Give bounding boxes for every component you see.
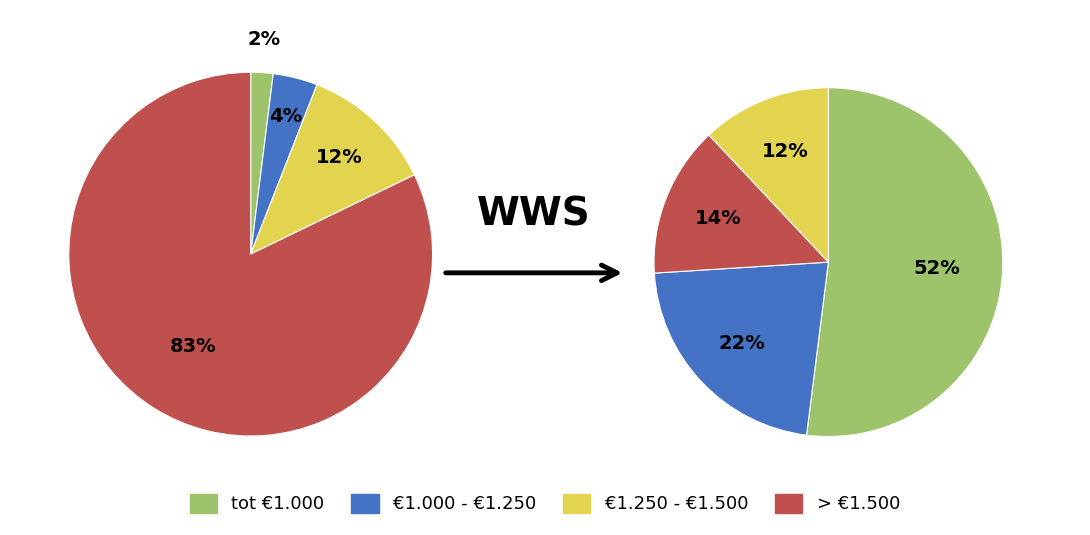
Wedge shape bbox=[251, 74, 317, 254]
Wedge shape bbox=[69, 72, 433, 436]
Wedge shape bbox=[251, 72, 274, 254]
Wedge shape bbox=[654, 135, 828, 273]
Text: 83%: 83% bbox=[169, 337, 216, 356]
Legend: tot €1.000, €1.000 - €1.250, €1.250 - €1.500, > €1.500: tot €1.000, €1.000 - €1.250, €1.250 - €1… bbox=[182, 486, 908, 521]
Wedge shape bbox=[807, 88, 1003, 437]
Text: 22%: 22% bbox=[718, 334, 765, 353]
Text: WWS: WWS bbox=[477, 195, 591, 233]
Text: 2%: 2% bbox=[247, 30, 280, 49]
Text: 12%: 12% bbox=[316, 149, 363, 167]
Wedge shape bbox=[251, 85, 414, 254]
Wedge shape bbox=[654, 262, 828, 435]
Text: 4%: 4% bbox=[269, 107, 302, 126]
Wedge shape bbox=[708, 88, 828, 262]
Text: 12%: 12% bbox=[762, 142, 808, 162]
Text: 52%: 52% bbox=[913, 259, 959, 278]
Text: 14%: 14% bbox=[694, 209, 741, 228]
